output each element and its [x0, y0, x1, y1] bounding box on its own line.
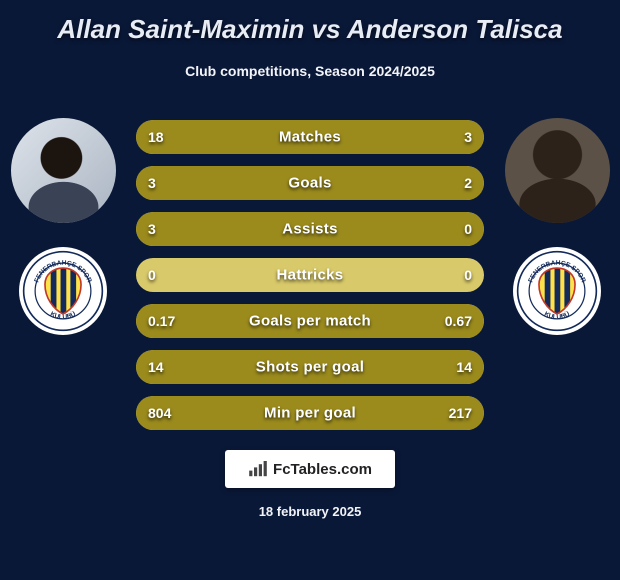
stat-row: 804 217 Min per goal [136, 396, 484, 430]
stat-row: 0.17 0.67 Goals per match [136, 304, 484, 338]
stat-value-right: 14 [456, 359, 472, 375]
stat-value-left: 3 [148, 175, 156, 191]
stat-bar-right [410, 396, 484, 430]
stat-value-right: 0 [464, 267, 472, 283]
stat-value-right: 0.67 [445, 313, 472, 329]
stat-row: 18 3 Matches [136, 120, 484, 154]
footer-date: 18 february 2025 [259, 504, 362, 519]
player-left-club-badge: FENERBAHÇE SPOR KULÜBÜ 1907 [19, 247, 107, 335]
stat-label: Min per goal [264, 405, 356, 422]
club-crest-icon: FENERBAHÇE SPOR KULÜBÜ 1907 [516, 250, 598, 332]
stat-value-left: 0 [148, 267, 156, 283]
fctables-logo-icon [248, 461, 268, 477]
stat-value-left: 14 [148, 359, 164, 375]
stat-row: 14 14 Shots per goal [136, 350, 484, 384]
player-right-avatar [505, 118, 610, 223]
stat-label: Goals [288, 175, 331, 192]
footer-badge-text: FcTables.com [273, 461, 372, 478]
stat-bar-right [434, 120, 484, 154]
player-right-club-badge: FENERBAHÇE SPOR KULÜBÜ 1907 [513, 247, 601, 335]
page-subtitle: Club competitions, Season 2024/2025 [0, 63, 620, 79]
stat-value-right: 0 [464, 221, 472, 237]
stat-label: Shots per goal [256, 359, 364, 376]
stat-value-left: 18 [148, 129, 164, 145]
stat-label: Assists [282, 221, 337, 238]
stat-bar-right [345, 166, 484, 200]
stat-value-right: 217 [449, 405, 472, 421]
player-left-avatar [11, 118, 116, 223]
page-title: Allan Saint-Maximin vs Anderson Talisca [0, 0, 620, 45]
stat-row: 3 0 Assists [136, 212, 484, 246]
right-column: FENERBAHÇE SPOR KULÜBÜ 1907 [502, 118, 612, 335]
comparison-bars: 18 3 Matches 3 2 Goals 3 0 Assists 0 0 Hattricks 0.1… [136, 120, 484, 430]
stat-label: Goals per match [249, 313, 371, 330]
left-column: FENERBAHÇE SPOR KULÜBÜ 1907 [8, 118, 118, 335]
footer-badge: FcTables.com [225, 450, 395, 488]
stat-row: 0 0 Hattricks [136, 258, 484, 292]
stat-value-left: 0.17 [148, 313, 175, 329]
stat-row: 3 2 Goals [136, 166, 484, 200]
club-crest-icon: FENERBAHÇE SPOR KULÜBÜ 1907 [22, 250, 104, 332]
stat-label: Matches [279, 129, 341, 146]
stat-value-right: 2 [464, 175, 472, 191]
stat-value-left: 3 [148, 221, 156, 237]
stat-value-right: 3 [464, 129, 472, 145]
stat-label: Hattricks [277, 267, 344, 284]
stat-value-left: 804 [148, 405, 171, 421]
